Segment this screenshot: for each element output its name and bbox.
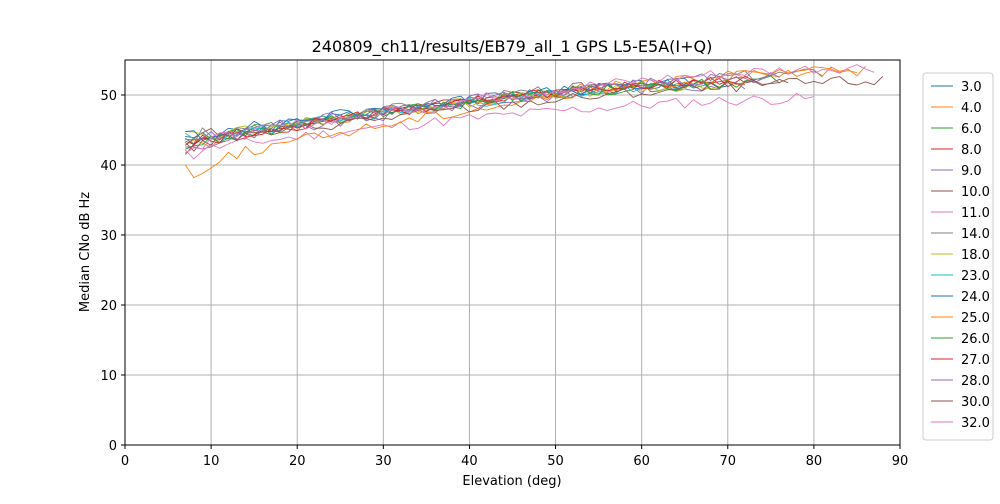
series-line-11-0: [184, 92, 815, 160]
legend: 3.0 4.0 6.0 8.0 9.0 10.0 11.0 14.0 18.0 23.0 24.0 2…: [922, 72, 994, 441]
legend-label: 32.0: [961, 416, 990, 431]
legend-label: 25.0: [961, 311, 990, 326]
legend-label: 30.0: [961, 395, 990, 410]
x-tick-label: 30: [375, 454, 392, 469]
legend-box: [922, 72, 994, 441]
x-tick-label: 80: [806, 454, 823, 469]
x-tick-label: 20: [289, 454, 306, 469]
legend-label: 9.0: [961, 164, 982, 179]
x-tick-label: 0: [121, 454, 129, 469]
legend-label: 24.0: [961, 290, 990, 305]
y-tick-label: 10: [100, 369, 117, 384]
legend-label: 6.0: [961, 122, 982, 137]
series-line-32-0: [185, 64, 875, 154]
x-tick-label: 50: [547, 454, 564, 469]
chart-title: 240809_ch11/results/EB79_all_1 GPS L5-E5…: [312, 37, 713, 57]
legend-label: 3.0: [961, 80, 982, 95]
legend-label: 28.0: [961, 374, 990, 389]
legend-label: 14.0: [961, 227, 990, 242]
y-tick-label: 30: [100, 229, 117, 244]
series-layer: [184, 64, 884, 179]
y-axis-label: Median CNo dB Hz: [78, 192, 93, 312]
x-axis: 0 10 20 30 40 50 60 70 80 90: [121, 445, 908, 469]
y-tick-label: 40: [100, 159, 117, 174]
y-tick-label: 50: [100, 89, 117, 104]
x-tick-label: 10: [203, 454, 220, 469]
x-axis-label: Elevation (deg): [462, 474, 561, 489]
y-tick-label: 20: [100, 299, 117, 314]
legend-label: 18.0: [961, 248, 990, 263]
x-tick-label: 90: [892, 454, 909, 469]
legend-label: 11.0: [961, 206, 990, 221]
legend-label: 8.0: [961, 143, 982, 158]
y-tick-label: 0: [109, 439, 117, 454]
series-line-30-0: [184, 76, 884, 152]
plot-area-frame: [124, 59, 901, 446]
legend-label: 27.0: [961, 353, 990, 368]
x-tick-label: 60: [633, 454, 650, 469]
grid-layer: [124, 60, 901, 446]
x-tick-label: 70: [720, 454, 737, 469]
legend-label: 26.0: [961, 332, 990, 347]
legend-label: 23.0: [961, 269, 990, 284]
legend-label: 4.0: [961, 101, 982, 116]
y-axis: 0 10 20 30 40 50: [100, 89, 125, 454]
x-tick-label: 40: [461, 454, 478, 469]
series-line-26-0: [185, 78, 729, 150]
legend-label: 10.0: [961, 185, 990, 200]
series-line-25-0: [184, 66, 858, 179]
